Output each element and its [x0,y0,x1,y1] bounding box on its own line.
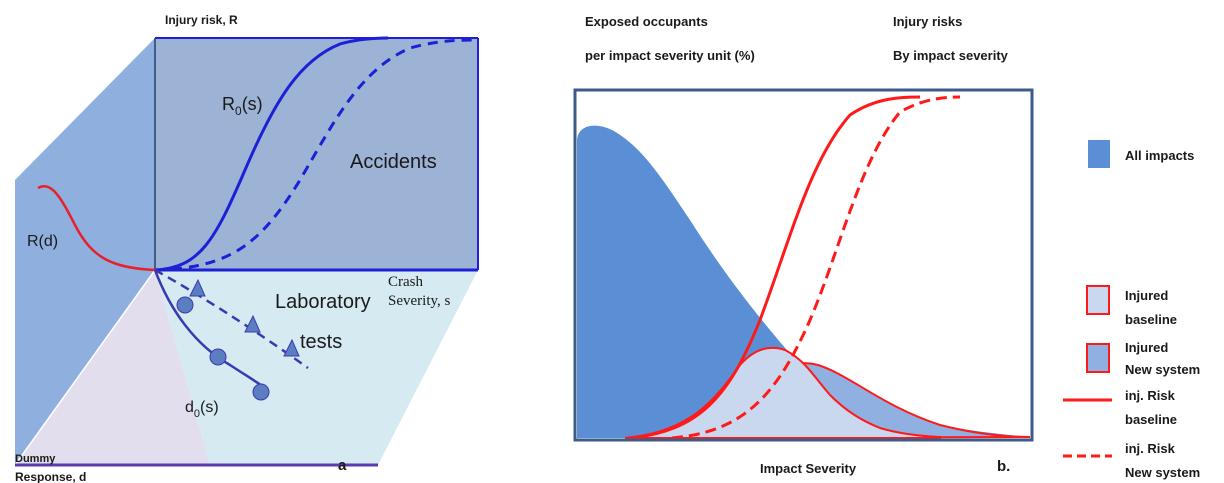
test-point-triangle [283,338,300,357]
legend-label-risk-new-system-line1: inj. Risk [1125,441,1176,456]
legend-label-injured-new-system-line1: Injured [1125,340,1168,355]
legend-label-injured-new-system-line2: New system [1125,362,1200,377]
test-point-triangle [189,278,206,297]
all-impacts-area [577,125,1030,439]
test-point-circle [176,296,194,314]
injury-risks-header-line2: By impact severity [893,48,1009,63]
accidents-label: Accidents [350,151,437,173]
legend: All impacts Injured baseline Injured New… [1063,140,1200,480]
laboratory-tests-label-line2: tests [300,331,342,353]
test-point-circle [209,348,227,366]
left-wall [15,38,155,465]
panel-b-letter: b. [997,458,1010,475]
legend-label-risk-baseline-line2: baseline [1125,412,1177,427]
panel-b: Exposed occupants per impact severity un… [573,14,1200,480]
legend-label-injured-baseline-line1: Injured [1125,288,1168,303]
exposed-occupants-header-line2: per impact severity unit (%) [585,48,755,63]
legend-label-risk-new-system-line2: New system [1125,465,1200,480]
response-axis-label-line2: Response, d [15,470,86,483]
legend-label-injured-baseline-line2: baseline [1125,312,1177,327]
chart-frame [573,88,1034,442]
new-system-risk-curve [154,38,479,272]
injury-risk-baseline-curve [627,95,921,440]
injury-risk-new-system-curve [671,95,961,440]
panel-a-letter: a [338,457,347,474]
crash-severity-label-line1: Crash [388,274,423,290]
response-axis [14,269,156,466]
injury-risk-axis-label: Injury risk, R [165,13,238,27]
impact-severity-axis-label: Impact Severity [760,461,857,476]
dummy-response-label: d0(s) [185,399,219,420]
legend-label-risk-baseline-line1: inj. Risk [1125,388,1176,403]
test-point-circle [252,383,270,401]
legend-swatch-injured-new-system [1086,343,1110,373]
injured-baseline-area [624,346,941,439]
baseline-risk-label: R0(s) [222,94,263,118]
laboratory-tests-label-line1: Laboratory [275,291,371,313]
legend-swatch-injured-baseline [1086,285,1110,315]
response-axis-label-line1: Dummy [15,453,56,465]
legend-label-all-impacts: All impacts [1125,148,1194,163]
test-point-triangle [244,314,261,333]
risk-vs-response-curve [37,185,156,272]
rd-label: R(d) [27,233,58,250]
crash-severity-label-line2: Severity, s [388,293,451,309]
injury-risks-header-line1: Injury risks [893,14,962,29]
exposed-occupants-header-line1: Exposed occupants [585,14,708,29]
baseline-risk-curve [154,36,389,272]
floor-left-face [15,270,210,465]
legend-swatch-all-impacts [1088,140,1110,168]
panel-a: Injury risk, R R0(s) Accidents R(d) Cras… [14,13,479,483]
